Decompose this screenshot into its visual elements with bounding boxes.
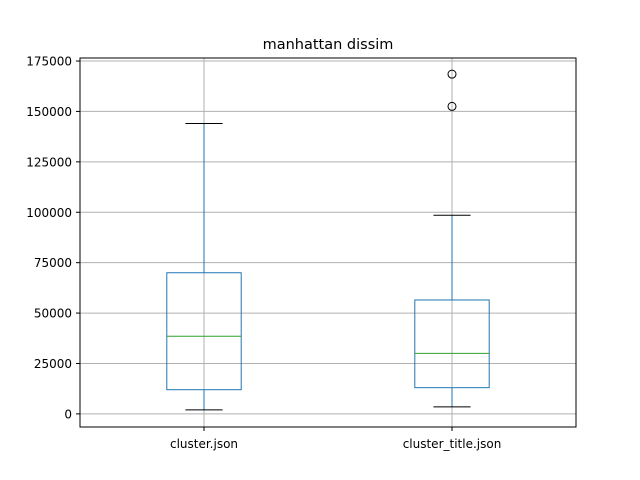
y-tick-label: 25000 — [34, 357, 72, 371]
chart-title: manhattan dissim — [263, 37, 394, 53]
iqr-box — [414, 299, 490, 389]
box-group-cluster-json — [166, 123, 242, 411]
y-tick-label: 150000 — [26, 105, 72, 119]
y-tick-label: 100000 — [26, 206, 72, 220]
box-group-cluster-title-json — [414, 69, 490, 408]
plot-layer — [166, 69, 490, 411]
outlier-point — [447, 69, 457, 79]
y-tick-label: 50000 — [34, 307, 72, 321]
y-tick-label: 75000 — [34, 256, 72, 270]
y-tick-label: 125000 — [26, 155, 72, 169]
iqr-box — [166, 272, 242, 391]
tick-layer: 0 25000 50000 75000 100000 125000 150000 175000… — [26, 55, 501, 451]
x-tick-label: cluster.json — [170, 437, 238, 451]
y-tick-label: 0 — [64, 407, 72, 421]
y-tick-label: 175000 — [26, 55, 72, 69]
outlier-point — [447, 101, 457, 111]
axes-frame — [79, 57, 577, 428]
x-tick-label: cluster_title.json — [403, 437, 502, 451]
